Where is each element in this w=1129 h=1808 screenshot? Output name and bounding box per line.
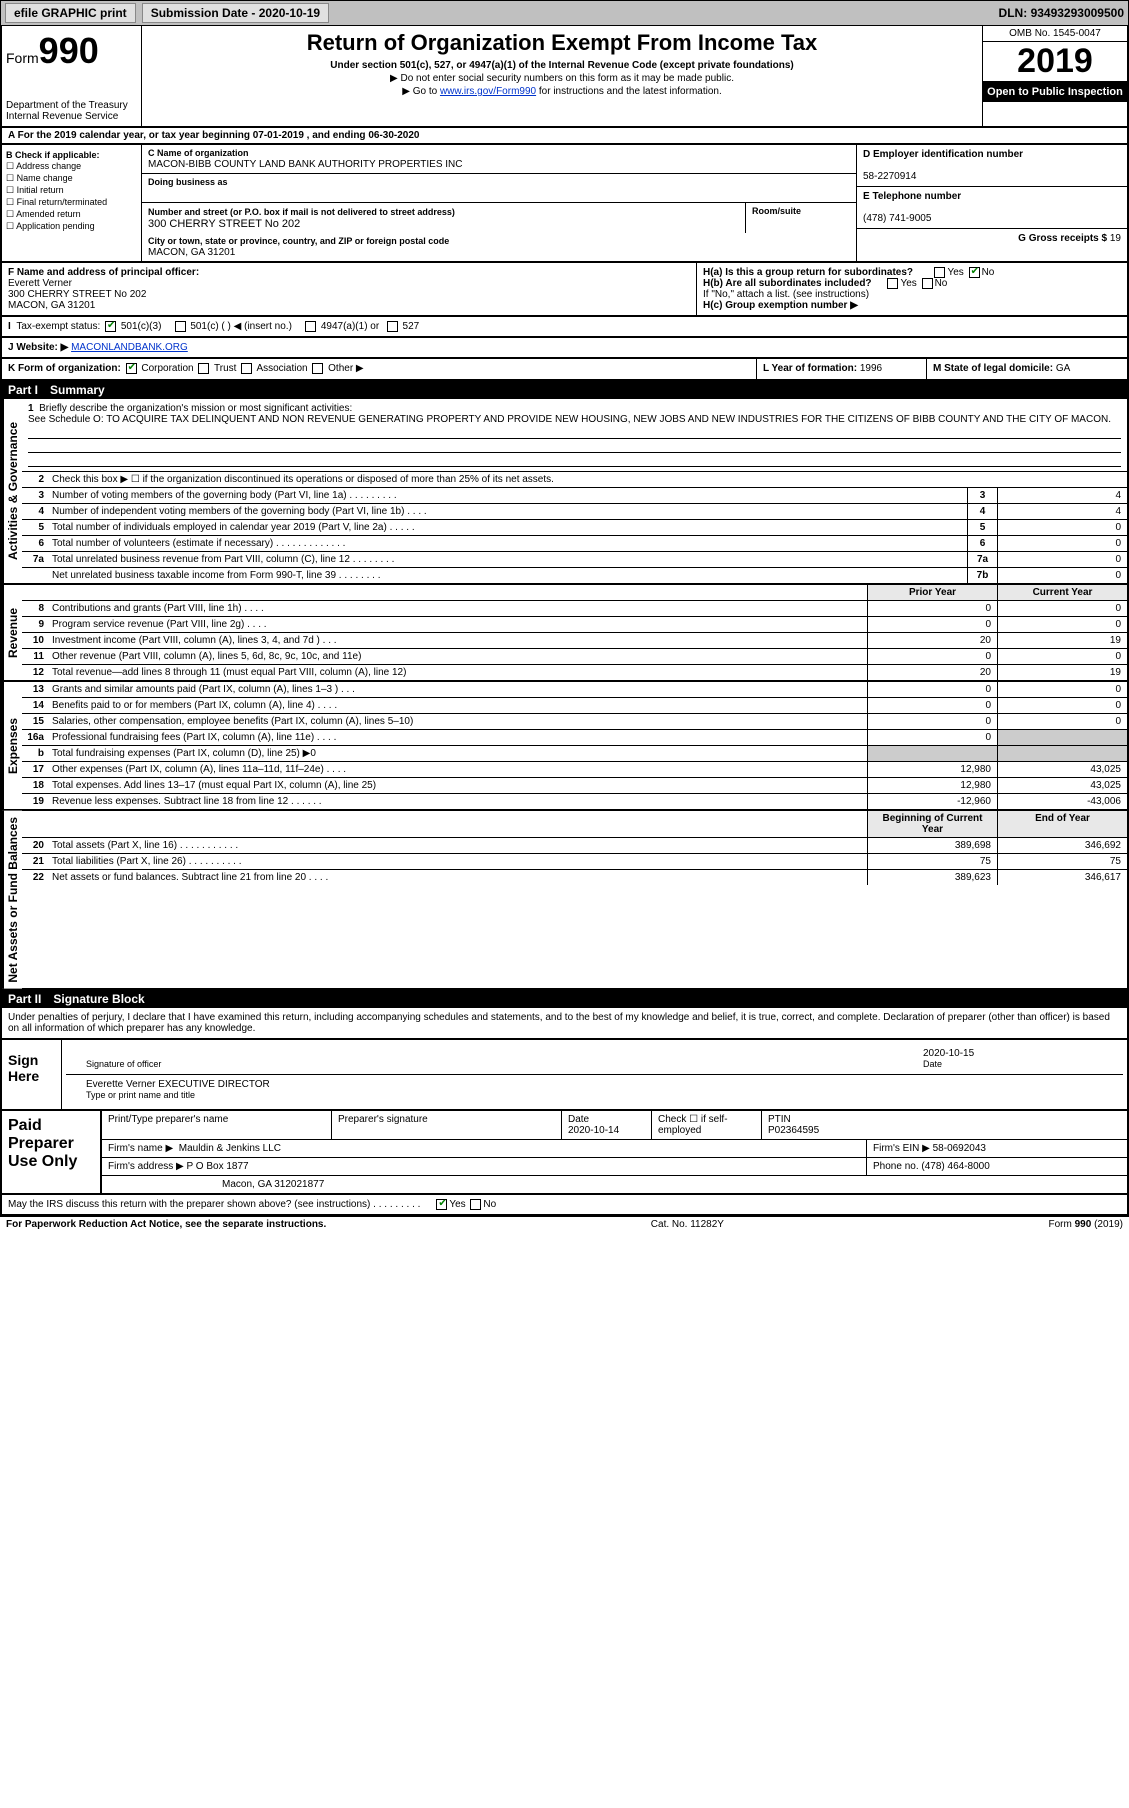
tax-year: 2019: [983, 42, 1127, 82]
top-toolbar: efile GRAPHIC print Submission Date - 20…: [0, 0, 1129, 26]
firm-phone: (478) 464-8000: [921, 1161, 989, 1172]
prep-date: 2020-10-14: [568, 1125, 619, 1136]
signer-name: Everette Verner EXECUTIVE DIRECTOR: [86, 1079, 270, 1090]
irs-link[interactable]: www.irs.gov/Form990: [440, 86, 536, 97]
part1-expenses: Expenses 13Grants and similar amounts pa…: [0, 682, 1129, 811]
row-j-website: J Website: ▶ MACONLANDBANK.ORG: [0, 338, 1129, 359]
block-b-checks: B Check if applicable: Address change Na…: [2, 145, 142, 261]
block-bcd: B Check if applicable: Address change Na…: [0, 145, 1129, 263]
officer-name: Everett Verner: [8, 278, 72, 289]
ha-no[interactable]: [969, 267, 980, 278]
tab-expenses: Expenses: [2, 682, 22, 809]
form-note2: ▶ Go to www.irs.gov/Form990 for instruct…: [146, 86, 978, 97]
ha-yes[interactable]: [934, 267, 945, 278]
state-domicile: GA: [1056, 363, 1070, 374]
form-header: Form990 Department of the Treasury Inter…: [0, 26, 1129, 128]
omb-number: OMB No. 1545-0047: [983, 26, 1127, 42]
chk-amended[interactable]: Amended return: [6, 209, 137, 220]
officer-addr: 300 CHERRY STREET No 202 MACON, GA 31201: [8, 289, 146, 311]
open-public: Open to Public Inspection: [983, 82, 1127, 102]
signature-declaration: Under penalties of perjury, I declare th…: [0, 1008, 1129, 1040]
page-footer: For Paperwork Reduction Act Notice, see …: [0, 1216, 1129, 1232]
chk-pending[interactable]: Application pending: [6, 221, 137, 232]
discuss-row: May the IRS discuss this return with the…: [0, 1195, 1129, 1216]
form-number: Form990: [6, 30, 137, 72]
part1-governance: Activities & Governance 1 Briefly descri…: [0, 399, 1129, 585]
chk-4947[interactable]: [305, 321, 316, 332]
tab-netassets: Net Assets or Fund Balances: [2, 811, 22, 989]
website-link[interactable]: MACONLANDBANK.ORG: [71, 342, 188, 353]
part1-header: Part ISummary: [0, 381, 1129, 399]
chk-address[interactable]: Address change: [6, 161, 137, 172]
tab-revenue: Revenue: [2, 585, 22, 680]
part1-netassets: Net Assets or Fund Balances Beginning of…: [0, 811, 1129, 991]
paid-preparer-block: Paid Preparer Use Only Print/Type prepar…: [0, 1111, 1129, 1195]
telephone: (478) 741-9005: [863, 213, 931, 224]
discuss-yes[interactable]: [436, 1199, 447, 1210]
firm-name: Mauldin & Jenkins LLC: [179, 1143, 281, 1154]
chk-other[interactable]: [312, 363, 323, 374]
chk-trust[interactable]: [198, 363, 209, 374]
chk-527[interactable]: [387, 321, 398, 332]
dln-label: DLN: 93493293009500: [999, 6, 1124, 20]
form-note1: ▶ Do not enter social security numbers o…: [146, 73, 978, 84]
row-k-org-form: K Form of organization: Corporation Trus…: [0, 359, 1129, 380]
hb-yes[interactable]: [887, 278, 898, 289]
chk-501c[interactable]: [175, 321, 186, 332]
chk-corp[interactable]: [126, 363, 137, 374]
part2-header: Part IISignature Block: [0, 990, 1129, 1008]
sig-date: 2020-10-15: [923, 1048, 974, 1059]
row-i-tax-status: I Tax-exempt status: 501(c)(3) 501(c) ( …: [0, 317, 1129, 338]
org-city: MACON, GA 31201: [148, 247, 235, 258]
chk-name[interactable]: Name change: [6, 173, 137, 184]
submission-button[interactable]: Submission Date - 2020-10-19: [142, 3, 329, 23]
firm-addr2: Macon, GA 312021877: [102, 1176, 1127, 1193]
org-addr: 300 CHERRY STREET No 202: [148, 218, 300, 230]
mission-text: See Schedule O: TO ACQUIRE TAX DELINQUEN…: [28, 414, 1111, 425]
efile-button[interactable]: efile GRAPHIC print: [5, 3, 136, 23]
dept-label: Department of the Treasury Internal Reve…: [6, 100, 137, 122]
year-formation: 1996: [860, 363, 882, 374]
block-c-org: C Name of organizationMACON-BIBB COUNTY …: [142, 145, 857, 261]
chk-501c3[interactable]: [105, 321, 116, 332]
sign-here-block: Sign Here Signature of officer2020-10-15…: [0, 1040, 1129, 1111]
ein: 58-2270914: [863, 171, 916, 182]
block-d-contact: D Employer identification number58-22709…: [857, 145, 1127, 261]
tab-governance: Activities & Governance: [2, 399, 22, 583]
chk-final[interactable]: Final return/terminated: [6, 197, 137, 208]
part1-revenue: Revenue Prior YearCurrent Year 8Contribu…: [0, 585, 1129, 682]
form-title: Return of Organization Exempt From Incom…: [146, 30, 978, 56]
chk-initial[interactable]: Initial return: [6, 185, 137, 196]
ptin: P02364595: [768, 1125, 819, 1136]
chk-assoc[interactable]: [241, 363, 252, 374]
hb-no[interactable]: [922, 278, 933, 289]
org-name: MACON-BIBB COUNTY LAND BANK AUTHORITY PR…: [148, 159, 463, 170]
form-subtitle: Under section 501(c), 527, or 4947(a)(1)…: [146, 60, 978, 71]
row-fh: F Name and address of principal officer:…: [0, 263, 1129, 317]
firm-ein: 58-0692043: [933, 1143, 986, 1154]
row-a-period: A For the 2019 calendar year, or tax yea…: [0, 128, 1129, 145]
firm-addr1: P O Box 1877: [187, 1161, 249, 1172]
gross-receipts: 19: [1110, 233, 1121, 244]
discuss-no[interactable]: [470, 1199, 481, 1210]
